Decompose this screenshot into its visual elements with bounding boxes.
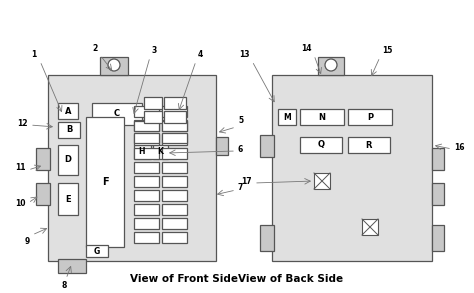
Bar [162,148,187,159]
Bar [278,109,296,125]
Text: 16: 16 [454,142,465,151]
Bar [162,133,187,143]
Bar [260,225,274,251]
Bar [272,75,432,261]
Bar [48,75,216,261]
Bar [58,145,78,175]
Bar [153,145,168,159]
Text: 15: 15 [382,46,392,55]
Bar [348,109,392,125]
Bar [58,183,78,215]
Text: C: C [114,110,120,118]
Bar [134,120,159,131]
Bar [134,176,159,187]
Bar [164,111,186,123]
Text: D: D [64,156,72,164]
Text: 3: 3 [152,46,157,55]
Bar [100,57,128,75]
Bar [162,176,187,187]
Text: R: R [366,141,372,149]
Bar [92,103,142,125]
Text: View of Front SideView of Back Side: View of Front SideView of Back Side [130,274,344,284]
Bar [134,121,159,131]
Bar [300,137,342,153]
Text: 8: 8 [61,281,67,290]
Bar [164,97,186,109]
Bar [162,162,187,173]
Bar [432,225,444,251]
Bar [134,232,159,243]
Bar [162,134,187,145]
Bar [162,121,187,131]
Bar [86,245,108,257]
Bar [134,106,159,117]
Bar [300,109,344,125]
Bar [144,111,162,123]
Bar [134,162,159,173]
Text: 6: 6 [238,144,243,154]
Text: 12: 12 [18,118,28,127]
Bar [348,137,390,153]
Bar [86,117,124,247]
Circle shape [325,59,337,71]
Text: Q: Q [318,141,325,149]
Bar [162,120,187,131]
Text: G: G [94,246,100,255]
Bar [134,218,159,229]
Bar [58,122,80,138]
Text: P: P [367,113,373,122]
Text: F: F [102,177,109,187]
Bar [162,232,187,243]
Text: 4: 4 [198,50,203,59]
Text: 1: 1 [31,50,36,59]
Circle shape [108,59,120,71]
Bar [162,106,187,117]
Bar [216,137,228,155]
Text: 2: 2 [93,44,98,53]
Bar [432,148,444,170]
Text: H: H [139,147,145,156]
Text: 9: 9 [25,237,30,246]
Bar [134,190,159,201]
Bar [36,183,50,205]
Bar [58,259,86,273]
Text: 14: 14 [301,44,312,53]
Text: K: K [157,147,163,156]
Bar [318,57,344,75]
Bar [134,134,159,145]
Bar [58,103,78,119]
Text: E: E [65,195,71,204]
Text: 10: 10 [16,198,26,207]
Bar [144,97,162,109]
Bar [134,148,159,159]
Bar [36,148,50,170]
Text: N: N [319,113,326,122]
Text: A: A [65,106,71,115]
Bar [362,219,378,235]
Bar [162,190,187,201]
Text: 11: 11 [16,163,26,173]
Bar [134,145,151,159]
Bar [162,204,187,215]
Text: 13: 13 [239,50,250,59]
Text: B: B [66,125,72,134]
Bar [134,133,159,143]
Text: 5: 5 [238,116,243,125]
Text: 17: 17 [241,176,252,185]
Bar [314,173,330,189]
Text: 7: 7 [238,183,243,193]
Bar [260,135,274,157]
Bar [134,204,159,215]
Bar [162,218,187,229]
Bar [432,183,444,205]
Text: M: M [283,113,291,122]
